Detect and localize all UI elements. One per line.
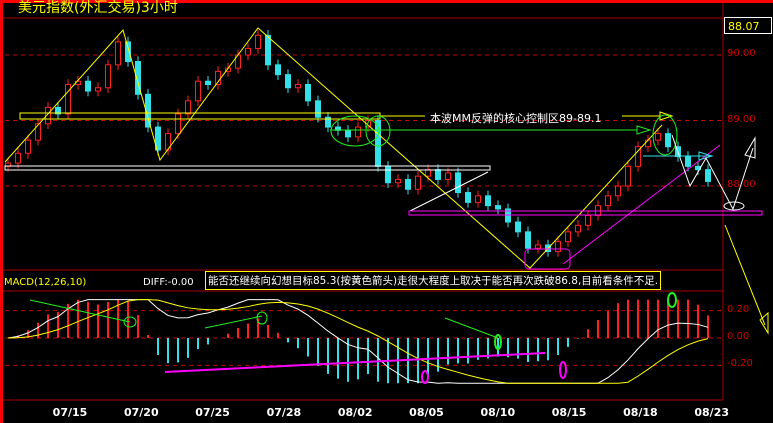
candle	[635, 141, 641, 172]
candle	[315, 95, 321, 123]
candle	[245, 43, 251, 61]
candle	[305, 79, 311, 107]
candle	[285, 69, 291, 93]
candle	[115, 36, 121, 71]
candle	[625, 161, 631, 192]
candle	[275, 59, 281, 80]
time-tick: 07/28	[266, 406, 302, 419]
arrow-up-icon	[744, 136, 756, 159]
candle	[125, 36, 131, 67]
candle	[455, 167, 461, 198]
macd-tick: 0.00	[727, 331, 750, 342]
candle	[485, 190, 491, 211]
time-tick: 07/25	[195, 406, 230, 419]
candle	[705, 164, 711, 187]
candle	[95, 82, 101, 97]
time-tick: 08/02	[337, 406, 373, 419]
candle	[575, 220, 581, 238]
candle	[355, 121, 361, 143]
white-resistance-band	[4, 165, 491, 171]
time-tick: 08/18	[623, 406, 658, 419]
last-price-box: 88.07	[724, 17, 772, 34]
macd-tick: -0.20	[727, 358, 753, 370]
zone-annotation: 本波MM反弹的核心控制区89-89.1	[430, 112, 602, 125]
macd-tick: 0.20	[727, 303, 750, 315]
support-band	[408, 210, 763, 216]
candle	[325, 111, 331, 133]
candle	[45, 102, 51, 130]
candle	[255, 30, 261, 54]
candle	[105, 59, 111, 93]
candle	[85, 75, 91, 97]
candle	[135, 56, 141, 100]
candle	[155, 121, 161, 156]
candle	[685, 151, 691, 172]
candle	[605, 190, 611, 211]
candle	[615, 180, 621, 202]
yellow-zigzag	[4, 27, 663, 269]
left-frame	[0, 0, 3, 423]
candle	[15, 148, 21, 169]
time-tick: 07/15	[52, 406, 88, 419]
dea-line	[7, 299, 709, 384]
candle	[655, 128, 661, 146]
time-tick: 07/20	[123, 406, 159, 419]
price-tick: 90.00	[727, 48, 756, 59]
candle	[465, 187, 471, 208]
candle	[185, 95, 191, 120]
arrow-right-icon	[636, 125, 652, 135]
candle	[295, 79, 301, 93]
annotations	[4, 27, 769, 384]
candle	[415, 170, 421, 195]
candle	[265, 30, 271, 71]
annotation-note: 能否还继续向幻想目标85.3(按黄色箭头)走很大程度上取决于能否再次跌破86.8…	[205, 271, 662, 290]
candle	[205, 75, 211, 90]
price-tick: 88.00	[727, 179, 756, 190]
candle	[665, 128, 671, 152]
candle	[535, 239, 541, 254]
candle	[35, 118, 41, 146]
time-tick: 08/10	[480, 406, 516, 419]
time-tick: 08/23	[694, 406, 730, 419]
diff-label: DIFF:-0.00	[143, 277, 194, 288]
time-tick: 08/15	[551, 406, 587, 419]
arrow-right-icon	[659, 111, 674, 121]
time-tick: 08/05	[409, 406, 444, 419]
white-projection	[671, 134, 754, 211]
candle	[395, 174, 401, 188]
candle	[55, 102, 61, 120]
candle	[555, 236, 561, 257]
candle	[25, 134, 31, 159]
candle	[565, 226, 571, 247]
price-tick: 89.00	[727, 113, 756, 125]
arrow-down-icon	[759, 311, 769, 335]
candle	[495, 200, 501, 215]
candle	[175, 108, 181, 139]
top-frame	[0, 0, 773, 3]
candle	[515, 216, 521, 238]
candle	[475, 190, 481, 208]
chart-title: 美元指数(外汇交易)3小时	[18, 0, 178, 16]
macd-label: MACD(12,26,10)	[4, 277, 87, 288]
candle	[195, 75, 201, 107]
highlight-ellipse	[330, 115, 380, 147]
candle	[405, 174, 411, 195]
